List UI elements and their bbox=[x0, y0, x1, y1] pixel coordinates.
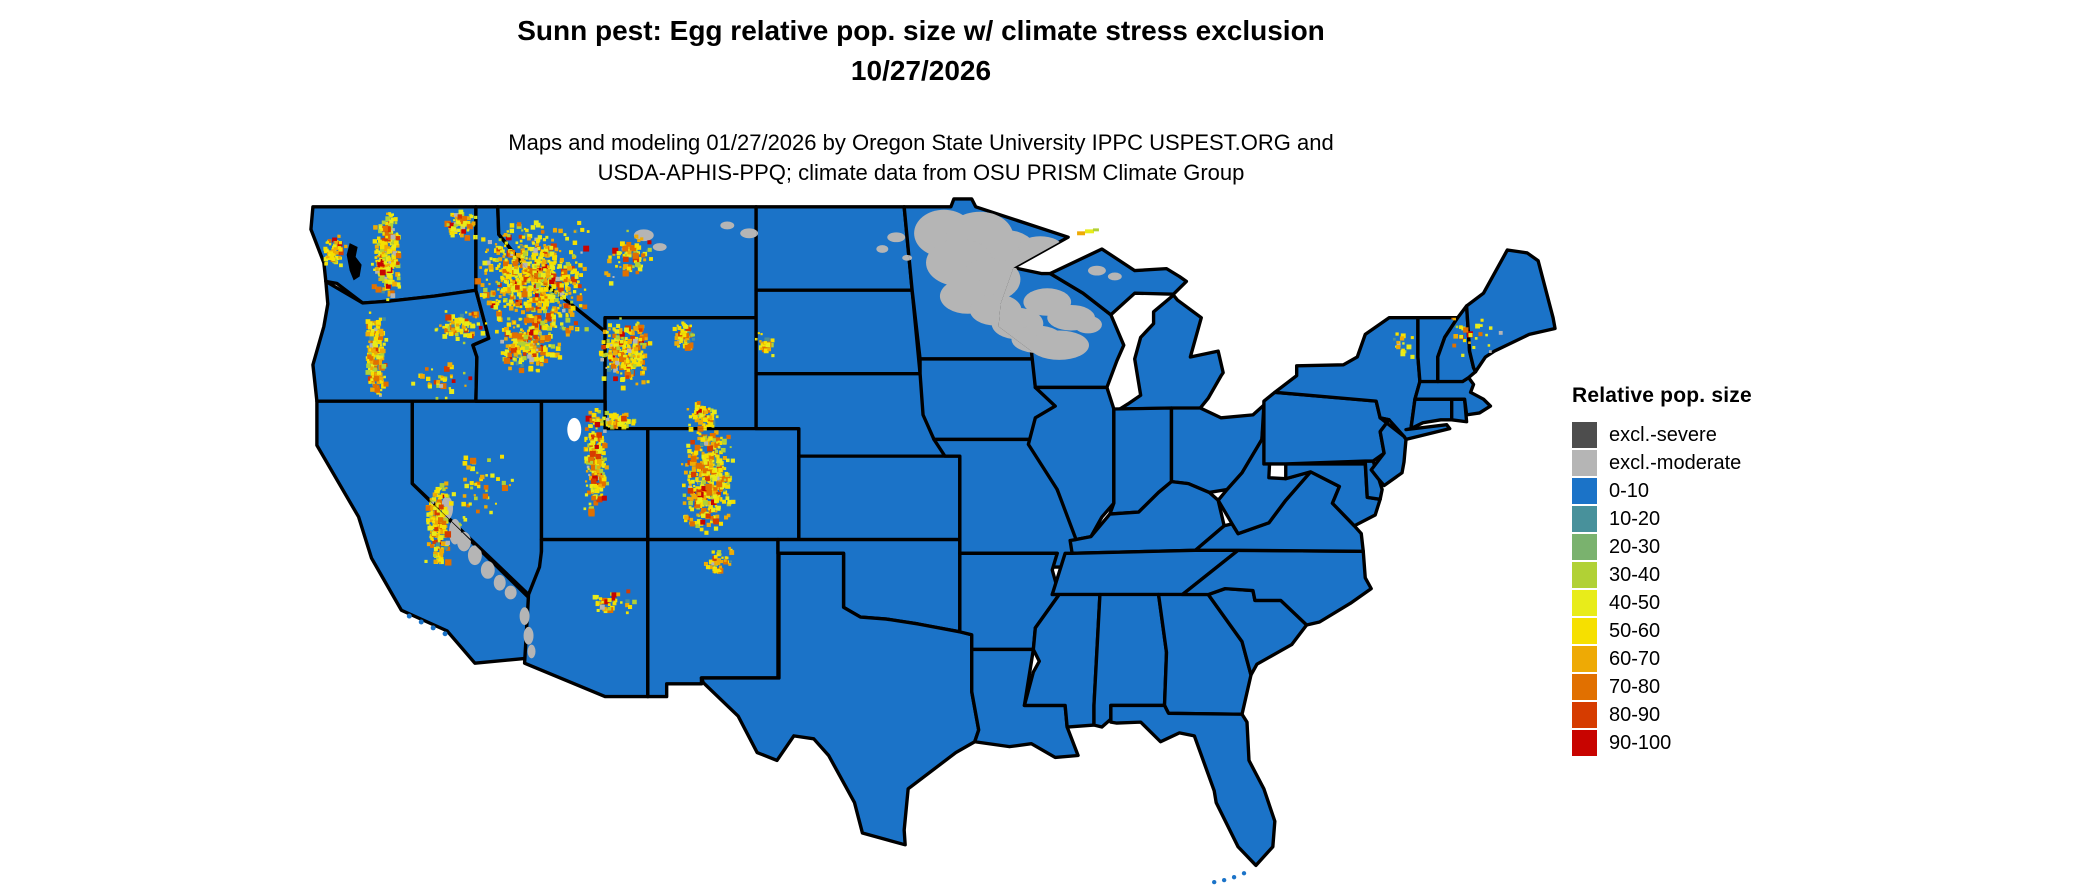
credits-line-2: USDA-APHIS-PPQ; climate data from OSU PR… bbox=[597, 160, 1245, 185]
florida-keys-dot bbox=[1241, 871, 1247, 876]
channel-island-dot bbox=[418, 619, 424, 625]
credits: Maps and modeling 01/27/2026 by Oregon S… bbox=[290, 128, 1552, 188]
legend-item-label: 20-30 bbox=[1609, 536, 1661, 558]
state-MI bbox=[1118, 293, 1225, 411]
states-layer bbox=[309, 197, 1557, 868]
legend-item-label: 60-70 bbox=[1609, 648, 1661, 670]
us-map bbox=[309, 197, 1557, 885]
legend-swatch bbox=[1572, 702, 1597, 728]
exclusion-moderate-patch bbox=[467, 545, 482, 566]
legend-item-excl-severe: excl.-severe bbox=[1572, 422, 1752, 448]
legend-swatch bbox=[1572, 478, 1597, 504]
channel-island-dot bbox=[442, 631, 448, 637]
legend-item-80-90: 80-90 bbox=[1572, 702, 1752, 728]
state-NC bbox=[1180, 548, 1373, 627]
legend-item-40-50: 40-50 bbox=[1572, 590, 1752, 616]
legend-item-50-60: 50-60 bbox=[1572, 618, 1752, 644]
legend-title: Relative pop. size bbox=[1572, 384, 1752, 407]
legend-item-excl-moderate: excl.-moderate bbox=[1572, 450, 1752, 476]
channel-island-dot bbox=[430, 625, 436, 631]
florida-keys-dot bbox=[1212, 879, 1217, 885]
legend-item-label: 80-90 bbox=[1609, 704, 1661, 726]
exclusion-moderate-patch bbox=[740, 228, 759, 239]
legend-item-20-30: 20-30 bbox=[1572, 534, 1752, 560]
legend-item-label: 90-100 bbox=[1609, 732, 1672, 754]
puget-sound bbox=[346, 243, 362, 281]
exclusion-moderate-patch bbox=[1107, 272, 1122, 281]
exclusion-moderate-patch bbox=[480, 561, 495, 579]
legend-item-label: 70-80 bbox=[1609, 676, 1661, 698]
exclusion-layer bbox=[441, 209, 1122, 659]
exclusion-moderate-patch bbox=[652, 243, 667, 251]
legend-item-90-100: 90-100 bbox=[1572, 730, 1752, 756]
legend-swatch bbox=[1572, 534, 1597, 560]
legend-item-60-70: 60-70 bbox=[1572, 646, 1752, 672]
state-SD bbox=[754, 288, 922, 376]
state-OR bbox=[311, 279, 491, 403]
state-NJ bbox=[1369, 416, 1408, 488]
exclusion-moderate-patch bbox=[493, 574, 506, 591]
map-date: 10/27/2026 bbox=[850, 55, 992, 86]
state-FL bbox=[1109, 703, 1277, 868]
state-ND bbox=[754, 205, 914, 292]
isle-royale-patch bbox=[1077, 231, 1086, 236]
exclusion-moderate-patch bbox=[527, 644, 536, 659]
exclusion-moderate-patch bbox=[876, 245, 889, 253]
legend-swatch bbox=[1572, 590, 1597, 616]
exclusion-moderate-patch bbox=[523, 626, 534, 645]
state-PA bbox=[1262, 390, 1391, 466]
legend-item-label: excl.-severe bbox=[1609, 424, 1717, 446]
legend-item-label: 30-40 bbox=[1609, 564, 1661, 586]
legend-item-70-80: 70-80 bbox=[1572, 674, 1752, 700]
population-speckle-layer bbox=[323, 209, 1503, 615]
florida-keys-dot bbox=[1221, 877, 1227, 883]
isle-royale-patch bbox=[1092, 228, 1099, 232]
exclusion-moderate-patch bbox=[519, 607, 530, 625]
legend: Relative pop. size excl.-severe excl.-mod… bbox=[1572, 384, 1752, 758]
exclusion-moderate-patch bbox=[457, 531, 471, 552]
legend-swatch bbox=[1572, 562, 1597, 588]
legend-swatch bbox=[1572, 422, 1597, 448]
legend-item-label: excl.-moderate bbox=[1609, 452, 1742, 474]
isle-royale-patch bbox=[1085, 229, 1094, 234]
channel-island-dot bbox=[406, 613, 412, 619]
legend-item-10-20: 10-20 bbox=[1572, 506, 1752, 532]
exclusion-moderate-patch bbox=[720, 221, 735, 230]
legend-items: excl.-severe excl.-moderate 0-10 10-20 20-30… bbox=[1572, 422, 1752, 756]
state-TX bbox=[699, 551, 981, 847]
exclusion-moderate-patch bbox=[902, 254, 913, 261]
legend-swatch bbox=[1572, 674, 1597, 700]
features-layer bbox=[346, 228, 1247, 885]
legend-item-30-40: 30-40 bbox=[1572, 562, 1752, 588]
credits-line-1: Maps and modeling 01/27/2026 by Oregon S… bbox=[508, 130, 1334, 155]
state-KS bbox=[797, 454, 962, 542]
exclusion-moderate-patch bbox=[504, 585, 517, 600]
legend-swatch bbox=[1572, 618, 1597, 644]
legend-swatch bbox=[1572, 450, 1597, 476]
state-ME bbox=[1464, 248, 1557, 374]
state-AZ bbox=[522, 537, 650, 699]
legend-item-label: 0-10 bbox=[1609, 480, 1650, 502]
great-salt-lake bbox=[567, 417, 582, 442]
exclusion-moderate-patch bbox=[1029, 330, 1089, 360]
legend-item-0-10: 0-10 bbox=[1572, 478, 1752, 504]
exclusion-moderate-patch bbox=[633, 229, 654, 242]
legend-swatch bbox=[1572, 506, 1597, 532]
page-title: Sunn pest: Egg relative pop. size w/ cli… bbox=[517, 15, 1325, 46]
legend-swatch bbox=[1572, 646, 1597, 672]
exclusion-moderate-patch bbox=[1088, 265, 1106, 276]
legend-item-label: 40-50 bbox=[1609, 592, 1661, 614]
legend-item-label: 50-60 bbox=[1609, 620, 1661, 642]
exclusion-moderate-patch bbox=[1074, 315, 1102, 334]
legend-item-label: 10-20 bbox=[1609, 508, 1661, 530]
legend-swatch bbox=[1572, 730, 1597, 756]
exclusion-moderate-patch bbox=[887, 232, 906, 243]
state-MI-UP bbox=[1048, 247, 1189, 317]
title-block: Sunn pest: Egg relative pop. size w/ cli… bbox=[290, 14, 1552, 188]
florida-keys-dot bbox=[1231, 875, 1237, 880]
